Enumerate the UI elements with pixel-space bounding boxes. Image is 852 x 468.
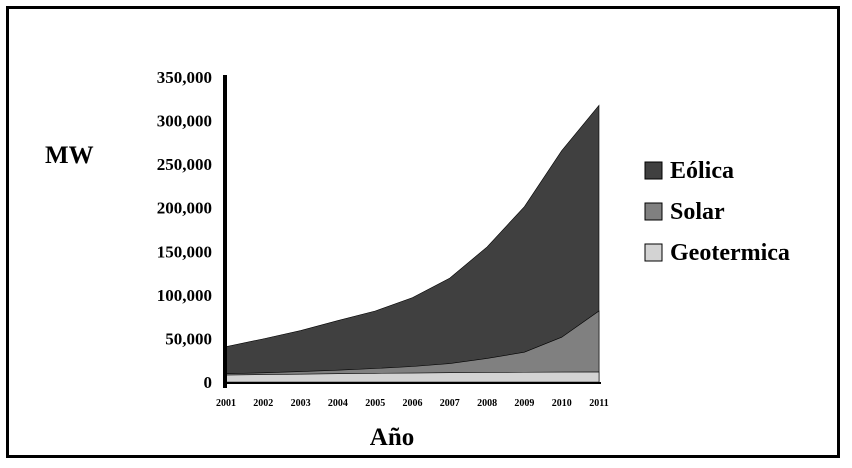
x-tick-label: 2002 bbox=[253, 398, 273, 409]
x-axis-title: Año bbox=[370, 424, 414, 451]
y-tick-label: 350,000 bbox=[157, 68, 212, 87]
y-tick-label: 50,000 bbox=[165, 329, 212, 348]
x-tick-label: 2001 bbox=[216, 398, 236, 409]
legend-label: Eólica bbox=[670, 158, 734, 184]
y-tick-labels: 0 50,000 100,000 150,000 200,000 250,000 300,0… bbox=[157, 68, 212, 392]
x-tick-label: 2004 bbox=[328, 398, 348, 409]
area-geotermica bbox=[225, 371, 600, 383]
y-tick-label: 150,000 bbox=[157, 242, 212, 261]
x-tick-label: 2008 bbox=[477, 398, 497, 409]
x-tick-label: 2011 bbox=[589, 398, 608, 409]
x-tick-label: 2010 bbox=[552, 398, 572, 409]
y-tick-label: 200,000 bbox=[157, 199, 212, 218]
legend-swatch bbox=[644, 161, 663, 180]
legend-swatch bbox=[644, 202, 663, 221]
y-axis-title: MW bbox=[45, 142, 94, 169]
y-tick-label: 0 bbox=[204, 373, 213, 392]
x-tick-label: 2005 bbox=[365, 398, 385, 409]
legend: Eólica Solar Geotermica bbox=[644, 158, 790, 266]
area-eolica bbox=[225, 104, 600, 383]
y-tick-label: 250,000 bbox=[157, 155, 212, 174]
x-tick-labels: 2001 2002 2003 2004 2005 2006 2007 2008 2009 2010… bbox=[216, 398, 609, 409]
area-series-group bbox=[225, 104, 600, 383]
legend-label: Solar bbox=[670, 199, 725, 225]
legend-label: Geotermica bbox=[670, 240, 790, 266]
y-tick-label: 300,000 bbox=[157, 112, 212, 131]
y-tick-label: 100,000 bbox=[157, 286, 212, 305]
area-solar bbox=[225, 310, 600, 383]
x-tick-label: 2006 bbox=[403, 398, 423, 409]
legend-swatch bbox=[644, 243, 663, 262]
x-tick-label: 2003 bbox=[291, 398, 311, 409]
x-tick-label: 2007 bbox=[440, 398, 460, 409]
x-tick-label: 2009 bbox=[514, 398, 534, 409]
